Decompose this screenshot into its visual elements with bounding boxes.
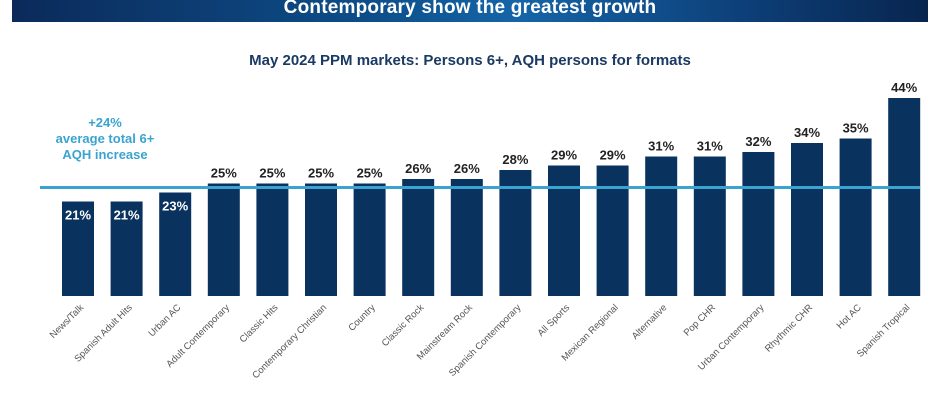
data-label: 25% [259,166,285,181]
bar-urban-contemporary [742,152,775,296]
category-label: Rhythmic CHR [763,302,815,354]
category-label: Alternative [630,302,670,342]
category-label: Classic Hits [238,302,281,345]
bar-classic-hits [256,183,289,296]
data-label: 44% [891,80,917,95]
bar-all-sports [548,165,580,296]
data-label: 23% [162,199,188,214]
data-label: 29% [600,148,626,163]
bar-urban-ac [159,192,192,296]
data-label: 31% [648,139,674,154]
data-label: 34% [794,125,820,140]
bar-mexican-regional [596,165,629,296]
data-label: 25% [211,166,237,181]
bar-contemporary-christian [305,183,337,296]
reference-annotation-line-1: +24% [88,115,122,130]
bar-alternative [645,156,678,296]
category-label: Country [346,302,377,333]
bar-adult-contemporary [207,183,240,296]
bar-country [353,183,386,296]
banner-title: Contemporary show the greatest growth [283,0,657,18]
category-label: All Sports [536,302,573,339]
data-label: 26% [405,161,431,176]
data-label: 21% [114,208,140,223]
reference-annotation-line-2: average total 6+ [55,131,155,146]
category-label: Pop CHR [682,302,718,338]
data-label: 26% [454,161,480,176]
data-label: 35% [843,121,869,136]
data-label: 25% [357,166,383,181]
category-label: Hot AC [835,302,864,331]
chart-title: May 2024 PPM markets: Persons 6+, AQH pe… [249,52,691,69]
bar-classic-rock [402,179,435,296]
bar-spanish-adult-hits [110,201,143,296]
category-label: Urban AC [146,302,183,339]
bar-hot-ac [839,138,872,296]
data-label: 29% [551,148,577,163]
data-label: 31% [697,139,723,154]
reference-annotation-line-3: AQH increase [62,147,148,162]
bar-pop-chr [693,156,726,296]
bar-news-talk [62,201,94,296]
category-label: Spanish Tropical [855,302,912,359]
data-label: 21% [65,208,91,223]
data-label: 25% [308,166,334,181]
category-label: News/Talk [48,302,87,341]
title-banner: Contemporary show the greatest growth [12,0,928,22]
reference-annotation: +24% average total 6+ AQH increase [30,115,180,163]
bar-rhythmic-chr [791,143,823,296]
data-label: 32% [745,134,771,149]
bar-spanish-contemporary [499,170,532,296]
bar-spanish-tropical [888,98,921,296]
category-label: Classic Rock [380,302,427,349]
data-label: 28% [502,152,528,167]
bar-mainstream-rock [450,179,483,296]
